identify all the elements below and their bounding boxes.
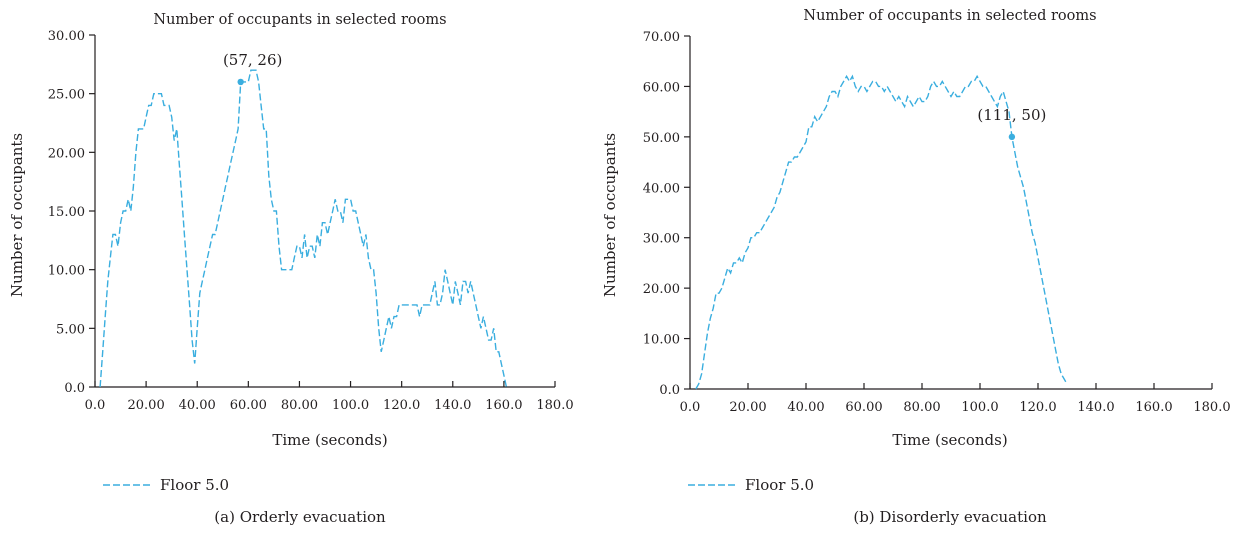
y-tick-label: 25.00 [48, 88, 85, 103]
x-tick-label: 20.00 [128, 398, 165, 413]
chart-panel-b: Number of occupants in selected rooms 0.… [601, 8, 1231, 526]
x-tick-label: 60.00 [230, 398, 267, 413]
x-tick-label: 60.00 [845, 400, 882, 415]
series-line-floor-5 [695, 74, 1068, 390]
x-tick-label: 40.00 [787, 400, 824, 415]
y-tick-label: 0.0 [64, 381, 85, 396]
y-tick-label: 15.00 [48, 205, 85, 220]
y-tick-label: 20.00 [643, 282, 680, 297]
caption: (b) Disorderly evacuation [853, 508, 1047, 526]
x-tick-label: 140.0 [434, 398, 471, 413]
x-axis-label: Time (seconds) [892, 431, 1007, 449]
x-axis-label: Time (seconds) [272, 431, 387, 449]
x-tick-label: 40.00 [179, 398, 216, 413]
x-tick-label: 120.0 [383, 398, 420, 413]
x-tick-label: 0.0 [680, 400, 701, 415]
x-tick-label: 100.0 [961, 400, 998, 415]
x-tick-label: 120.0 [1019, 400, 1056, 415]
y-tick-label: 10.00 [643, 333, 680, 348]
y-tick-label: 70.00 [643, 30, 680, 45]
x-tick-label: 20.00 [729, 400, 766, 415]
legend-entry: Floor 5.0 [745, 476, 814, 494]
y-tick-label: 20.00 [48, 146, 85, 161]
x-tick-label: 0.0 [85, 398, 106, 413]
x-tick-label: 160.0 [485, 398, 522, 413]
y-tick-label: 50.00 [643, 131, 680, 146]
x-tick-labels: 0.0 20.00 40.00 60.00 80.00 100.0 120.0 140.0 16… [680, 400, 1231, 415]
axes [89, 34, 556, 388]
annotation-point [237, 78, 244, 86]
y-tick-labels: 0.0 10.00 20.00 30.00 40.00 50.00 60.00 70.00 [643, 30, 680, 398]
x-tick-labels: 0.0 20.00 40.00 60.00 80.00 100.0 120.0 140.0 16… [85, 398, 574, 413]
x-tick-label: 160.0 [1135, 400, 1172, 415]
x-tick-label: 80.00 [903, 400, 940, 415]
y-tick-label: 5.00 [56, 322, 85, 337]
caption: (a) Orderly evacuation [214, 508, 386, 526]
y-tick-label: 40.00 [643, 181, 680, 196]
x-tick-label: 180.0 [536, 398, 573, 413]
chart-title: Number of occupants in selected rooms [803, 8, 1096, 24]
x-tick-label: 180.0 [1193, 400, 1230, 415]
y-tick-label: 30.00 [48, 29, 85, 44]
y-axis-label: Number of occupants [8, 133, 26, 297]
x-tick-label: 140.0 [1077, 400, 1114, 415]
annotation-label: (57, 26) [223, 51, 282, 69]
chart-title: Number of occupants in selected rooms [153, 12, 446, 28]
y-tick-label: 0.0 [659, 383, 680, 398]
chart-panel-a: Number of occupants in selected rooms 0.… [8, 12, 574, 526]
axes [684, 35, 1213, 390]
y-tick-label: 10.00 [48, 264, 85, 279]
legend-entry: Floor 5.0 [160, 476, 229, 494]
x-tick-label: 100.0 [332, 398, 369, 413]
annotation-label: (111, 50) [977, 106, 1046, 124]
annotation-point [1008, 133, 1016, 141]
x-tick-label: 80.00 [281, 398, 318, 413]
y-tick-label: 30.00 [643, 232, 680, 247]
series-line-floor-5 [99, 69, 508, 388]
y-axis-label: Number of occupants [601, 133, 619, 297]
y-tick-labels: 0.0 5.00 10.00 15.00 20.00 25.00 30.00 [48, 29, 85, 396]
y-tick-label: 60.00 [643, 80, 680, 95]
